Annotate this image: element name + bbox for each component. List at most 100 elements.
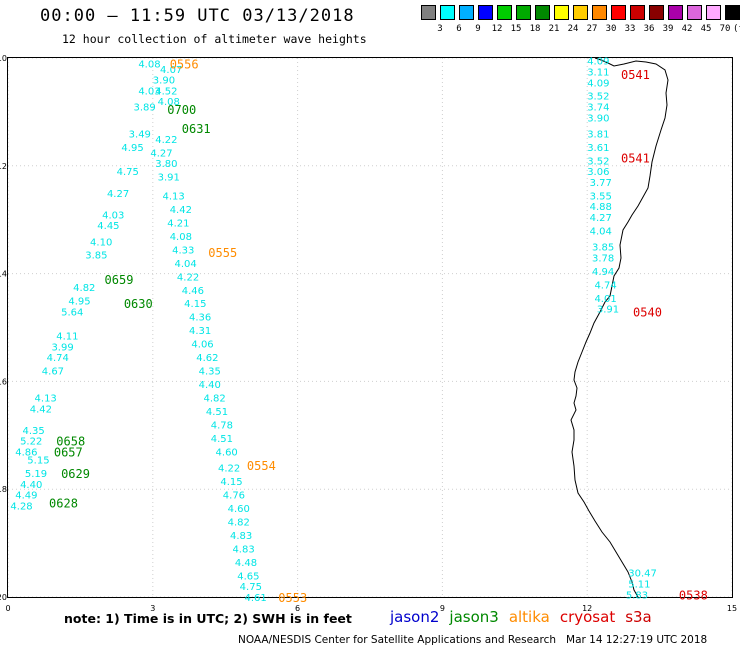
swh-value: 4.48 (235, 558, 257, 569)
credit-line: NOAA/NESDIS Center for Satellite Applica… (238, 634, 708, 646)
legend-unit: (ft) (733, 24, 740, 34)
satellite-legend-altika: altika (508, 608, 550, 626)
swh-value: 4.51 (211, 434, 233, 445)
legend-tick-label: 33 (624, 24, 636, 34)
legend-swatch (440, 5, 455, 20)
swh-value: 4.27 (107, 189, 129, 200)
pass-time-label: 0540 (633, 305, 662, 319)
swh-value: 4.08 (158, 97, 180, 108)
swh-value: 4.82 (228, 518, 250, 529)
swh-value: 3.80 (155, 159, 177, 170)
swh-value: 3.55 (590, 191, 612, 202)
legend-swatch (554, 5, 569, 20)
legend-swatch (649, 5, 664, 20)
swh-value: 3.52 (587, 156, 609, 167)
pass-time-label: 0553 (278, 591, 307, 605)
legend-swatch (611, 5, 626, 20)
swh-value: 4.82 (73, 283, 95, 294)
swh-value: 4.76 (223, 491, 245, 502)
map-title: 00:00 – 11:59 UTC 03/13/2018 (40, 6, 355, 26)
pass-time-label: 0629 (61, 467, 90, 481)
satellite-legend-s3a: s3a (625, 608, 652, 626)
swh-value: 30.47 (628, 569, 657, 580)
swh-value: 3.90 (587, 113, 609, 124)
swh-value: 3.99 (51, 342, 73, 353)
swh-value: 4.13 (35, 394, 57, 405)
swh-value: 4.35 (199, 367, 221, 378)
swh-value: 4.07 (160, 65, 182, 76)
swh-value: 4.40 (20, 480, 42, 491)
pass-time-label: 0631 (182, 122, 211, 136)
swh-value: 4.60 (216, 447, 238, 458)
swh-value: 4.45 (97, 221, 119, 232)
legend-tick-label: 27 (586, 24, 598, 34)
swh-value: 4.60 (228, 504, 250, 515)
swh-value: 4.78 (211, 421, 233, 432)
swh-value: 4.61 (245, 593, 267, 604)
swh-value: 4.04 (175, 259, 197, 270)
swh-value: 4.62 (196, 353, 218, 364)
legend-swatch (421, 5, 436, 20)
swh-value: 4.33 (172, 245, 194, 256)
swh-value: 4.67 (42, 367, 64, 378)
swh-value: 3.81 (587, 129, 609, 140)
legend-tick-label: 45 (700, 24, 712, 34)
legend-tick-label: 18 (529, 24, 541, 34)
legend-swatch (687, 5, 702, 20)
pass-time-label: 0555 (208, 246, 237, 260)
swh-value: 3.49 (129, 129, 151, 140)
swh-value: 4.40 (199, 380, 221, 391)
legend-swatch (706, 5, 721, 20)
swh-value: 4.15 (184, 299, 206, 310)
swh-value: 4.22 (218, 464, 240, 475)
swh-value: 3.91 (158, 173, 180, 184)
swh-value: 4.08 (138, 59, 160, 70)
swh-value: 4.10 (90, 237, 112, 248)
legend-tick-label: 30 (605, 24, 617, 34)
swh-value: 4.09 (587, 78, 609, 89)
y-tick-label: -18 (0, 485, 7, 494)
legend-swatch (478, 5, 493, 20)
legend-tick-label: 21 (548, 24, 560, 34)
map-subtitle: 12 hour collection of altimeter wave hei… (62, 32, 367, 46)
legend-tick-label: 3 (437, 24, 443, 34)
pass-time-label: 0541 (621, 152, 650, 166)
swh-value: 3.74 (587, 103, 609, 114)
swh-value: 4.49 (15, 491, 37, 502)
pass-time-label: 0628 (49, 497, 78, 511)
pass-time-label: 0541 (621, 68, 650, 82)
swh-value: 4.52 (155, 86, 177, 97)
satellite-legend-jason3: jason3 (449, 608, 499, 626)
swh-value: 4.15 (220, 477, 242, 488)
swh-value: 4.03 (138, 86, 160, 97)
swh-value: 4.08 (170, 232, 192, 243)
legend-tick-label: 70 (719, 24, 731, 34)
legend-tick-label: 6 (456, 24, 462, 34)
swh-value: 4.28 (10, 501, 32, 512)
x-tick-label: 15 (727, 604, 737, 613)
swh-value: 5.11 (628, 580, 650, 591)
swh-value: 3.91 (597, 305, 619, 316)
pass-time-label: 0538 (679, 588, 708, 602)
legend-tick-label: 9 (475, 24, 481, 34)
legend-swatch (535, 5, 550, 20)
swh-value: 4.09 (587, 57, 609, 68)
map-frame (7, 57, 733, 598)
pass-time-label: 0630 (124, 297, 153, 311)
swh-value: 4.01 (594, 294, 616, 305)
satellite-legend-jason2: jason2 (390, 608, 440, 626)
swh-value: 4.83 (232, 544, 254, 555)
swh-value: 4.83 (230, 531, 252, 542)
legend-swatch (592, 5, 607, 20)
swh-value: 4.22 (155, 135, 177, 146)
swh-value: 4.82 (203, 394, 225, 405)
swh-value: 4.27 (150, 148, 172, 159)
swh-value: 4.42 (170, 205, 192, 216)
pass-time-label: 0554 (247, 459, 276, 473)
swh-value: 4.06 (191, 340, 213, 351)
swh-value: 4.13 (162, 191, 184, 202)
swh-value: 3.77 (590, 178, 612, 189)
swh-value: 4.35 (22, 426, 44, 437)
pass-time-label: 0556 (170, 57, 199, 71)
